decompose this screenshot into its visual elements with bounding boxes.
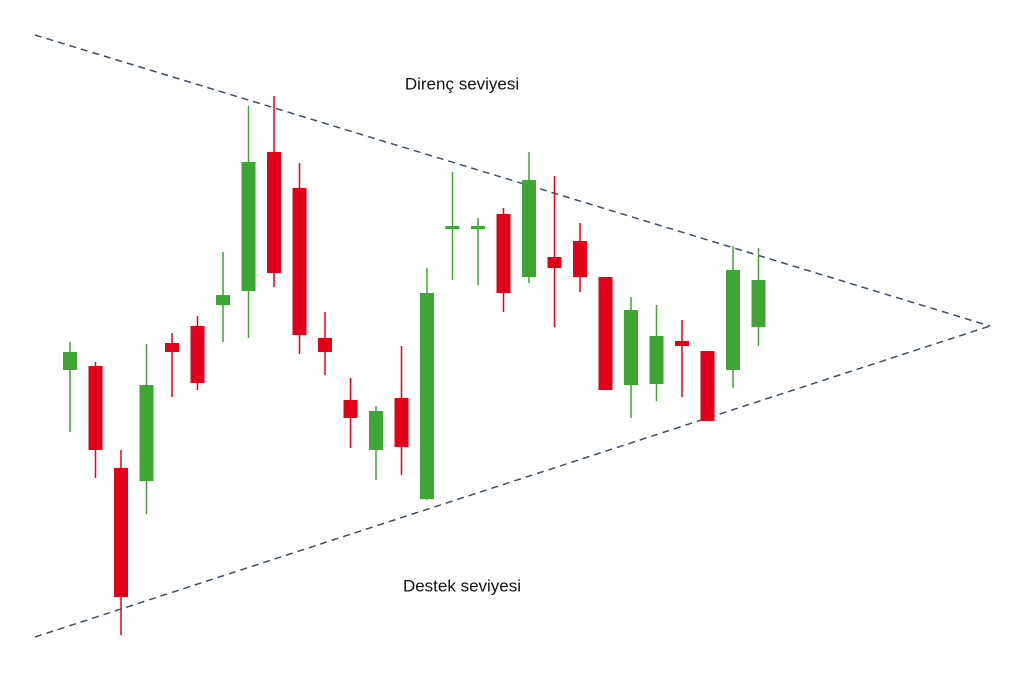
candle-body [471,226,485,229]
candle-body [88,366,103,450]
candle-body [267,152,281,273]
candle-body [522,180,536,277]
candle-body [751,280,766,327]
candle-body [573,241,587,277]
candle-body [624,310,638,385]
candle-body [318,338,332,352]
candle-body [139,385,154,481]
candle-body [726,270,740,370]
candle-body [190,326,205,383]
candle-body [63,352,77,370]
candle-body [114,468,128,597]
support-label: Destek seviyesi [403,576,521,595]
candle-body [165,343,179,352]
candle-body [292,188,307,335]
candle-body [343,400,358,418]
candle-body [547,257,562,268]
candle-body [216,295,230,305]
candle-body [369,411,383,450]
candle-body [445,226,460,229]
candle-body [420,293,434,499]
candle-body [496,214,511,293]
resistance-line [34,34,991,327]
resistance-label: Direnç seviyesi [405,74,519,93]
candle-body [394,398,409,447]
candle-body [675,341,689,346]
candle-body [598,277,613,390]
candle-body [649,336,664,384]
candle-body [700,351,715,421]
candle-body [241,162,256,291]
